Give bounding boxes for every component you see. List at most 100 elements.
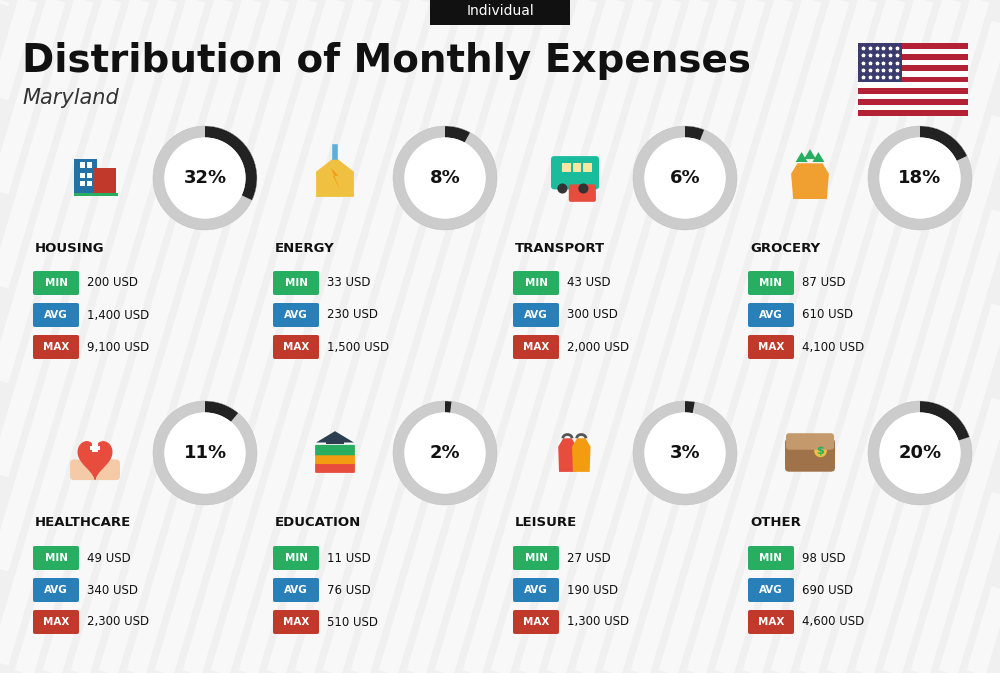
Polygon shape: [791, 164, 829, 199]
Text: 98 USD: 98 USD: [802, 551, 846, 565]
Text: 87 USD: 87 USD: [802, 277, 846, 289]
Text: MAX: MAX: [523, 617, 549, 627]
Text: MAX: MAX: [758, 617, 784, 627]
Text: MAX: MAX: [43, 617, 69, 627]
FancyBboxPatch shape: [33, 578, 79, 602]
FancyBboxPatch shape: [33, 610, 79, 634]
FancyBboxPatch shape: [273, 578, 319, 602]
Bar: [858, 110, 968, 116]
Wedge shape: [153, 401, 257, 505]
Text: 32%: 32%: [183, 169, 227, 187]
Wedge shape: [685, 126, 704, 140]
Bar: [562, 164, 571, 172]
Text: 9,100 USD: 9,100 USD: [87, 341, 149, 353]
Bar: [93, 168, 116, 194]
FancyBboxPatch shape: [33, 335, 79, 359]
Bar: [87, 181, 92, 186]
Circle shape: [404, 137, 486, 219]
Circle shape: [578, 184, 588, 194]
Text: 33 USD: 33 USD: [327, 277, 370, 289]
Bar: [858, 105, 968, 110]
Polygon shape: [804, 149, 816, 159]
Circle shape: [814, 445, 827, 457]
FancyBboxPatch shape: [273, 303, 319, 327]
Bar: [92, 441, 98, 452]
Circle shape: [879, 137, 961, 219]
Bar: [326, 439, 344, 444]
Text: AVG: AVG: [44, 585, 68, 595]
Text: 6%: 6%: [670, 169, 700, 187]
Bar: [74, 192, 118, 196]
Bar: [858, 94, 968, 99]
Text: MIN: MIN: [44, 553, 68, 563]
Text: 8%: 8%: [430, 169, 460, 187]
Text: 76 USD: 76 USD: [327, 583, 371, 596]
Text: MAX: MAX: [283, 342, 309, 352]
FancyBboxPatch shape: [33, 303, 79, 327]
FancyBboxPatch shape: [748, 271, 794, 295]
Text: 49 USD: 49 USD: [87, 551, 131, 565]
Text: AVG: AVG: [524, 310, 548, 320]
FancyBboxPatch shape: [785, 439, 835, 472]
Wedge shape: [445, 126, 470, 143]
FancyBboxPatch shape: [33, 546, 79, 570]
FancyBboxPatch shape: [513, 271, 559, 295]
Polygon shape: [812, 152, 824, 162]
Text: 230 USD: 230 USD: [327, 308, 378, 322]
Text: AVG: AVG: [759, 585, 783, 595]
FancyBboxPatch shape: [33, 271, 79, 295]
Text: 18%: 18%: [898, 169, 942, 187]
Text: 200 USD: 200 USD: [87, 277, 138, 289]
Circle shape: [644, 137, 726, 219]
FancyBboxPatch shape: [513, 578, 559, 602]
Wedge shape: [153, 126, 257, 230]
Text: 2,300 USD: 2,300 USD: [87, 616, 149, 629]
Text: 190 USD: 190 USD: [567, 583, 618, 596]
Bar: [80, 181, 84, 186]
Wedge shape: [393, 401, 497, 505]
Polygon shape: [316, 157, 354, 197]
Polygon shape: [78, 441, 112, 479]
Text: MIN: MIN: [524, 278, 548, 288]
Polygon shape: [316, 431, 354, 443]
FancyBboxPatch shape: [748, 610, 794, 634]
Wedge shape: [868, 401, 972, 505]
Text: 1,300 USD: 1,300 USD: [567, 616, 629, 629]
Text: MAX: MAX: [43, 342, 69, 352]
Text: 1,500 USD: 1,500 USD: [327, 341, 389, 353]
FancyBboxPatch shape: [70, 460, 120, 480]
Text: Distribution of Monthly Expenses: Distribution of Monthly Expenses: [22, 42, 751, 80]
FancyBboxPatch shape: [273, 610, 319, 634]
FancyBboxPatch shape: [748, 303, 794, 327]
Wedge shape: [205, 401, 238, 422]
FancyBboxPatch shape: [273, 546, 319, 570]
FancyBboxPatch shape: [513, 335, 559, 359]
Text: 20%: 20%: [898, 444, 942, 462]
Wedge shape: [868, 126, 972, 230]
Text: 690 USD: 690 USD: [802, 583, 853, 596]
Bar: [583, 164, 592, 172]
Text: LEISURE: LEISURE: [515, 516, 577, 530]
Text: 43 USD: 43 USD: [567, 277, 611, 289]
Bar: [858, 82, 968, 88]
Text: OTHER: OTHER: [750, 516, 801, 530]
Bar: [573, 164, 581, 172]
Polygon shape: [572, 438, 591, 472]
Text: AVG: AVG: [284, 585, 308, 595]
Text: 510 USD: 510 USD: [327, 616, 378, 629]
FancyBboxPatch shape: [748, 335, 794, 359]
Bar: [858, 65, 968, 71]
FancyBboxPatch shape: [430, 0, 570, 25]
Circle shape: [557, 184, 567, 194]
Text: 27 USD: 27 USD: [567, 551, 611, 565]
Bar: [858, 71, 968, 77]
Text: 2,000 USD: 2,000 USD: [567, 341, 629, 353]
Text: 610 USD: 610 USD: [802, 308, 853, 322]
Text: MIN: MIN: [760, 553, 782, 563]
Text: EDUCATION: EDUCATION: [275, 516, 361, 530]
Bar: [858, 88, 968, 94]
Wedge shape: [920, 401, 969, 440]
Wedge shape: [633, 401, 737, 505]
Text: MIN: MIN: [760, 278, 782, 288]
Circle shape: [404, 413, 486, 493]
